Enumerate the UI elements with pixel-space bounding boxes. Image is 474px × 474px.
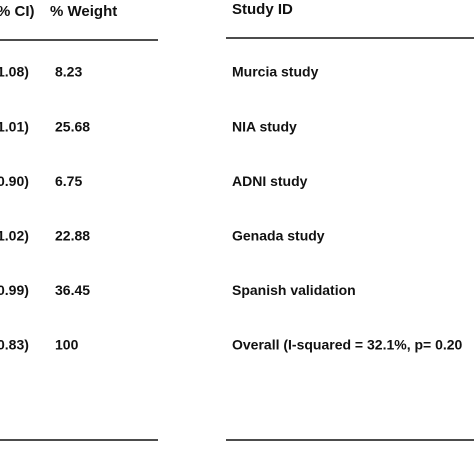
ci-cell: 0.99) bbox=[0, 282, 29, 298]
column-header: % Weight bbox=[50, 3, 117, 20]
weight-cell: 36.45 bbox=[55, 282, 90, 298]
study-id: Overall (I-squared = 32.1%, p= 0.20 bbox=[232, 337, 463, 353]
weight-cell: 22.88 bbox=[55, 228, 90, 244]
ci-cell: 1.08) bbox=[0, 64, 29, 80]
study-id: NIA study bbox=[232, 118, 297, 134]
weight-cell: 8.23 bbox=[55, 64, 82, 80]
column-header: % CI) bbox=[0, 3, 35, 20]
ci-cell: 0.83) bbox=[0, 337, 29, 353]
rows: 1.08) 8.23 1.01) 25.68 0.90) 6.75 1.02) 22.88 0.… bbox=[0, 64, 463, 353]
study-id: Spanish validation bbox=[232, 282, 356, 298]
ci-cell: 1.01) bbox=[0, 118, 29, 134]
ci-cell: 1.02) bbox=[0, 228, 29, 244]
study-id: ADNI study bbox=[232, 173, 308, 189]
column-header: Study ID bbox=[232, 1, 293, 18]
weight-cell: 100 bbox=[55, 337, 79, 353]
ci-cell: 0.90) bbox=[0, 173, 29, 189]
weight-cell: 25.68 bbox=[55, 118, 90, 134]
weight-cell: 6.75 bbox=[55, 173, 82, 189]
study-id: Genada study bbox=[232, 228, 325, 244]
study-id: Murcia study bbox=[232, 64, 319, 80]
